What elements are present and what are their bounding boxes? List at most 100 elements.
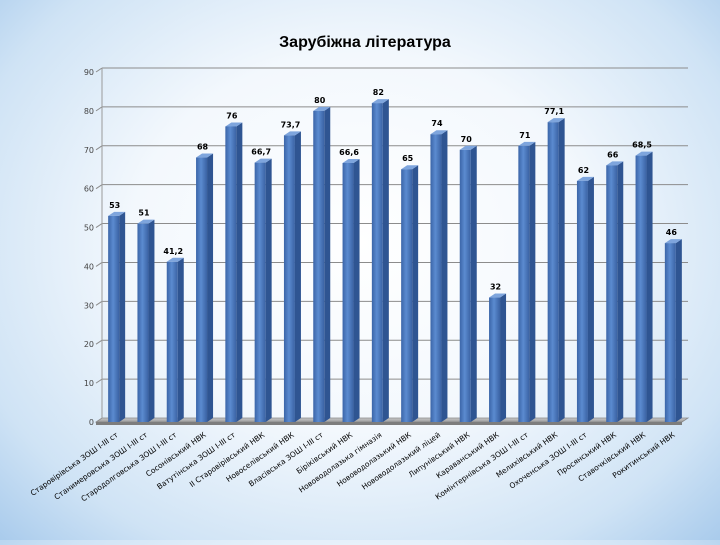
bar-top	[547, 118, 565, 123]
bar	[664, 239, 682, 422]
data-label: 68,5	[632, 141, 652, 150]
data-label: 32	[490, 283, 501, 292]
data-label: 51	[138, 209, 150, 218]
gridline-depth	[95, 106, 103, 112]
bar-top	[664, 239, 682, 244]
bar-front	[547, 122, 559, 423]
bar	[283, 131, 301, 422]
bar-side	[177, 257, 184, 422]
y-axis: 0 10 20 30 40 50 60 70 80 90	[84, 68, 103, 427]
bar-top	[108, 211, 126, 216]
bar	[518, 141, 536, 422]
bar-front	[342, 163, 354, 422]
bar-front	[137, 223, 149, 422]
bar-top	[254, 158, 272, 163]
bar-front	[606, 165, 618, 423]
x-axis-labels: Старовірівська ЗОШ І-ІІІ стСтанимеровськ…	[29, 430, 677, 504]
gridline-depth	[95, 184, 103, 190]
gridline-depth	[95, 262, 103, 267]
gridline-depth	[95, 378, 103, 384]
gridline-depth	[95, 339, 103, 345]
data-label: 76	[226, 111, 238, 120]
bar	[371, 99, 389, 422]
bar	[606, 161, 624, 423]
bar-side	[324, 106, 331, 422]
chart-title: Зарубіжна література	[279, 34, 451, 51]
data-label: 71	[519, 131, 531, 140]
data-label: 70	[461, 135, 473, 144]
data-label: 73,7	[281, 120, 301, 129]
data-label: 41,2	[163, 247, 183, 256]
bar	[547, 118, 565, 423]
y-tick-label: 90	[84, 68, 94, 77]
bar-top	[371, 99, 389, 104]
bar-top	[518, 141, 536, 146]
bar-front	[459, 149, 471, 422]
data-labels: 53 51 41,2 68 76 66,7 73,7 80 66,6 82 65 74 70 32 71 77…	[109, 88, 677, 291]
bar-front	[401, 169, 413, 422]
bar-side	[441, 130, 448, 422]
bar-top	[137, 219, 155, 224]
data-label: 66,7	[251, 148, 271, 157]
bar-front	[371, 103, 383, 422]
data-label: 80	[314, 96, 326, 105]
bar-side	[236, 122, 243, 422]
bar-side	[119, 211, 126, 422]
bar-front	[166, 261, 178, 422]
bar-front	[489, 297, 501, 422]
gridline-depth	[95, 300, 103, 306]
bar-front	[254, 162, 266, 422]
bar-front	[518, 145, 530, 422]
bar-side	[646, 151, 653, 422]
bar-top	[283, 131, 301, 136]
bar-side	[470, 145, 477, 422]
gridline-depth	[95, 145, 103, 151]
y-tick-label: 60	[84, 185, 94, 194]
bar-top	[401, 165, 419, 170]
bar-top	[489, 293, 507, 298]
bar-top	[225, 122, 243, 127]
bar	[635, 151, 653, 422]
data-label: 46	[666, 228, 678, 237]
bar-top	[196, 153, 214, 158]
bar-top	[430, 130, 448, 135]
bar-side	[587, 176, 594, 422]
bar-top	[342, 159, 360, 163]
bar-front	[108, 215, 120, 422]
bar-top	[459, 145, 477, 150]
bar-side	[558, 118, 565, 423]
bar-front	[283, 135, 295, 422]
bar-side	[148, 219, 155, 422]
bar	[489, 293, 507, 422]
bar-top	[576, 176, 594, 181]
bar	[342, 159, 360, 422]
data-label: 77,1	[544, 107, 564, 116]
bar	[459, 145, 477, 422]
bar-top	[635, 151, 653, 156]
gridline-depth	[95, 67, 103, 73]
y-tick-label: 50	[84, 224, 94, 233]
y-tick-label: 20	[84, 340, 94, 349]
bar-front	[313, 110, 325, 422]
data-label: 68	[197, 143, 209, 152]
bar-side	[412, 165, 419, 422]
bar-top	[313, 106, 331, 111]
bar-top	[166, 257, 184, 262]
bar-side	[265, 158, 272, 422]
data-label: 62	[578, 166, 589, 175]
bar-front	[664, 243, 676, 422]
bar-front	[576, 180, 588, 422]
bar-side	[207, 153, 214, 423]
y-tick-label: 10	[84, 379, 94, 388]
bar	[313, 106, 331, 422]
gridlines	[94, 67, 690, 425]
bar-side	[382, 99, 389, 422]
data-label: 53	[109, 201, 120, 210]
bar	[401, 165, 419, 422]
bar-side	[294, 131, 301, 422]
y-tick-label: 40	[84, 262, 94, 271]
data-label: 66,6	[339, 148, 359, 157]
bar	[137, 219, 155, 422]
bar	[576, 176, 594, 422]
